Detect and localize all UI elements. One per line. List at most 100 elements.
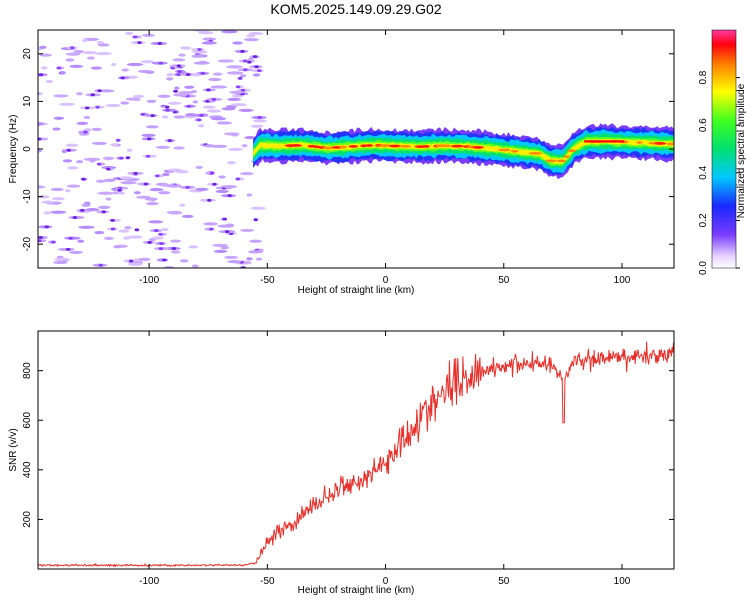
spectrogram-noise-cell	[83, 115, 91, 120]
spectrogram-noise-cell	[112, 191, 119, 195]
spectrogram-noise-peak	[186, 104, 192, 108]
spectrogram-noise-cell	[191, 54, 205, 58]
spectrogram-noise-cell	[149, 188, 164, 192]
spectrogram-noise-cell	[201, 41, 217, 45]
spectrogram-noise-peak	[38, 137, 42, 141]
spectrogram-noise-cell	[121, 68, 129, 72]
spectrogram-noise-cell	[232, 41, 243, 45]
spectrogram-noise-cell	[62, 159, 73, 163]
spectrogram-noise-peak	[38, 73, 44, 77]
spectrogram-noise-cell	[65, 52, 81, 56]
colorbar-tick-label: 0.6	[698, 118, 709, 132]
spectrogram-noise-cell	[221, 107, 236, 111]
spectrogram-noise-peak	[143, 182, 149, 186]
spectrogram-noise-cell	[77, 239, 85, 243]
spectrogram-noise-cell	[138, 257, 151, 261]
snr-ytick-label: 400	[22, 461, 33, 478]
colorbar-tick-label: 0.2	[698, 213, 709, 227]
spectrogram-noise-peak	[207, 198, 212, 202]
spectrogram-noise-cell	[69, 64, 84, 68]
spectrogram-noise-cell	[124, 226, 132, 230]
spectrogram-marks	[38, 30, 674, 268]
spectrogram-noise-cell	[65, 143, 79, 147]
snr-xtick-label: -100	[139, 576, 159, 587]
spectrogram-noise-cell	[126, 148, 133, 152]
spectrogram-noise-cell	[202, 105, 216, 109]
spectrogram-ylabel: Frequency (Hz)	[8, 115, 19, 184]
spectrogram-noise-cell	[172, 58, 186, 62]
spectrogram-noise-cell	[252, 73, 261, 77]
spectrogram-noise-cell	[203, 222, 218, 226]
spectrogram-noise-cell	[250, 124, 264, 128]
spectrogram-noise-cell	[208, 77, 222, 82]
snr-series-line	[38, 341, 674, 568]
spectrogram-noise-cell	[66, 184, 81, 188]
spectrogram-noise-cell	[83, 157, 101, 161]
spectrogram-noise-cell	[59, 71, 66, 75]
spectrogram-noise-peak	[133, 171, 138, 175]
spectrogram-noise-cell	[158, 191, 171, 195]
spectrogram-noise-cell	[146, 99, 157, 103]
spectrogram-ridge-peak	[654, 142, 667, 145]
spectrogram-noise-cell	[181, 214, 194, 218]
spectrogram-noise-cell	[167, 101, 182, 105]
spectrogram-noise-peak	[83, 130, 88, 134]
spectrogram-noise-cell	[195, 165, 203, 169]
spectrogram-noise-cell	[157, 94, 171, 98]
spectrogram-noise-cell	[97, 205, 111, 210]
spectrogram-noise-peak	[162, 258, 167, 262]
snr-ytick-label: 800	[22, 362, 33, 379]
snr-xtick-label: -50	[260, 576, 275, 587]
spectrogram-noise-cell	[126, 62, 144, 67]
spectrogram-noise-cell	[78, 225, 95, 229]
spectrogram-ridge-peak	[666, 142, 674, 146]
spectrogram-noise-cell	[95, 51, 112, 56]
spectrogram-ridge-peak	[510, 149, 519, 153]
spectrogram-noise-cell	[51, 197, 65, 201]
spectrogram-noise-peak	[101, 210, 106, 214]
spectrogram-noise-peak	[95, 105, 100, 109]
spectrogram-noise-peak	[137, 41, 142, 45]
colorbar-tick-label: 0.0	[698, 261, 709, 275]
spectrogram-noise-peak	[110, 227, 116, 231]
spectrogram-noise-cell	[246, 193, 253, 197]
spectrogram-noise-cell	[213, 249, 228, 253]
spectrogram-noise-cell	[228, 147, 244, 151]
spectrogram-noise-peak	[224, 230, 230, 234]
spectrogram-noise-cell	[227, 260, 242, 264]
spectrogram-noise-cell	[111, 62, 117, 67]
spectrogram-noise-peak	[120, 76, 125, 80]
spectrogram-noise-cell	[140, 60, 155, 64]
spectrogram-noise-cell	[118, 176, 134, 180]
spectrogram-noise-cell	[161, 227, 169, 232]
snr-xtick-label: 50	[498, 576, 510, 587]
spectrogram-noise-cell	[65, 189, 71, 193]
snr-panel: -100 -50 0 50 100 200 400 600 800 Height of stra…	[8, 330, 675, 596]
spectrogram-noise-cell	[179, 203, 186, 207]
spectrogram-noise-cell	[89, 159, 96, 163]
spectrogram-noise-peak	[211, 98, 217, 101]
spectrogram-noise-cell	[128, 262, 143, 267]
spectrogram-noise-peak	[235, 85, 241, 89]
spectrogram-noise-cell	[50, 210, 67, 214]
spectrogram-noise-cell	[81, 203, 91, 207]
spectrogram-noise-cell	[197, 124, 205, 128]
spectrogram-noise-cell	[238, 108, 254, 112]
spectrogram-noise-cell	[120, 101, 130, 105]
spectrogram-ridge-peak	[472, 146, 484, 149]
spectrogram-noise-cell	[144, 197, 158, 201]
spectrogram-noise-cell	[127, 235, 143, 239]
spectrogram-noise-peak	[158, 232, 163, 236]
spectrogram-noise-cell	[52, 127, 61, 131]
spectrogram-noise-peak	[222, 217, 227, 221]
spectrogram-noise-cell	[212, 243, 228, 247]
spectrogram-noise-cell	[224, 255, 239, 260]
spectrogram-noise-cell	[220, 246, 230, 250]
spectrogram-noise-cell	[105, 197, 112, 201]
spectrogram-noise-cell	[45, 79, 54, 84]
spectrogram-noise-cell	[76, 160, 84, 164]
spectrogram-noise-peak	[164, 105, 170, 109]
spectrogram-noise-cell	[253, 119, 267, 123]
spectrogram-noise-cell	[190, 73, 202, 77]
